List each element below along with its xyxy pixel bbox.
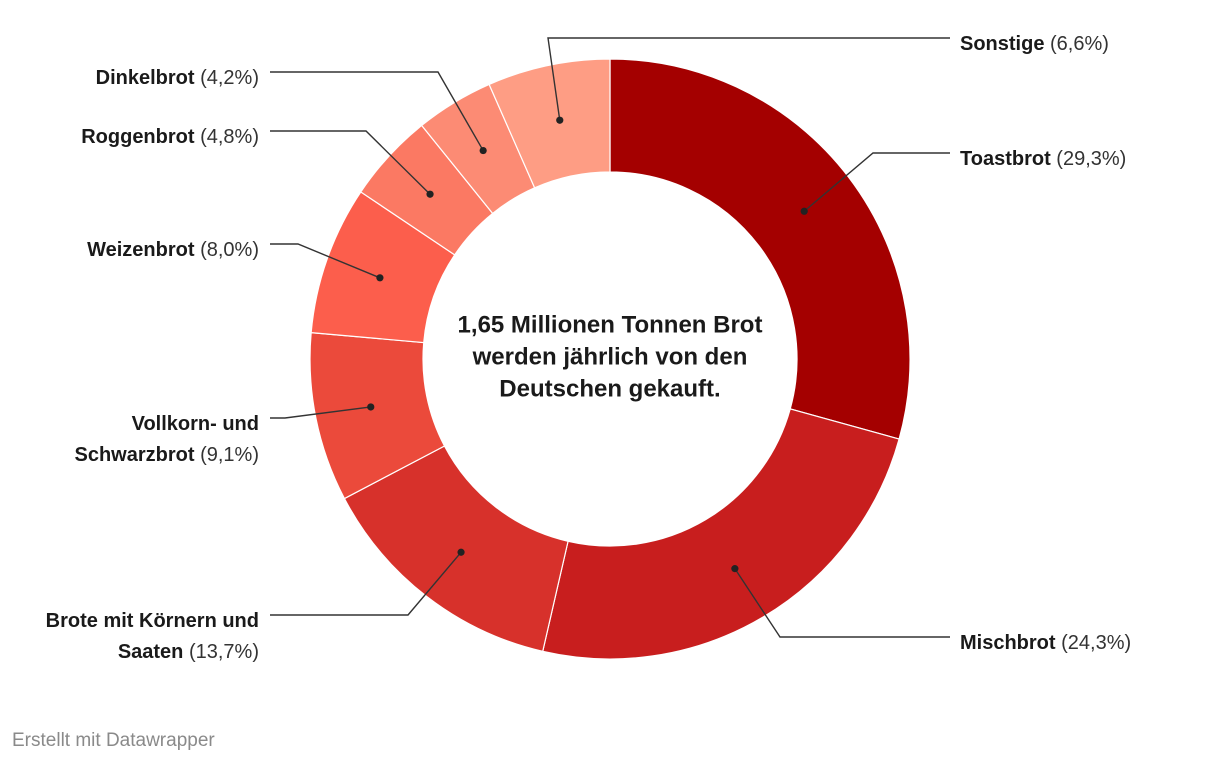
leader-dot-mischbrot (731, 565, 739, 573)
label-name: Weizenbrot (87, 239, 195, 261)
label-name: Mischbrot (960, 632, 1056, 654)
slice-mischbrot (541, 408, 900, 660)
label-brote-mit-kornern-und-saaten-line-1: Brote mit Körnern und (46, 610, 259, 632)
leader-dot-sonstige (556, 116, 564, 124)
leader-dinkelbrot (270, 71, 484, 151)
label-name: Schwarzbrot (75, 444, 195, 466)
leader-roggenbrot (270, 130, 431, 195)
label-value: (29,3%) (1051, 148, 1127, 170)
center-text-line-2: werden jährlich von den (472, 343, 748, 370)
center-text-line-3: Deutschen gekauft. (499, 375, 720, 402)
leader-weizenbrot (270, 243, 381, 279)
slice-sonstige (488, 58, 611, 189)
label-name: Saaten (118, 641, 184, 663)
label-value: (8,0%) (195, 239, 259, 261)
label-vollkorn-und-schwarzbrot-line-2: Schwarzbrot (9,1%) (75, 444, 260, 466)
slice-toastbrot (609, 58, 911, 440)
label-dinkelbrot: Dinkelbrot (4,2%) (96, 67, 259, 89)
label-brote-mit-kornern-und-saaten-line-2: Saaten (13,7%) (118, 641, 259, 663)
leader-sonstige (547, 37, 950, 121)
leader-brote-mit-kornern-und-saaten (270, 551, 462, 616)
label-name: Dinkelbrot (96, 67, 195, 89)
label-name: Brote mit Körnern und (46, 610, 259, 632)
leader-dot-brote-mit-kornern-und-saaten (457, 548, 465, 556)
label-value: (24,3%) (1056, 632, 1132, 654)
label-value: (4,8%) (195, 126, 259, 148)
leader-dot-toastbrot (800, 207, 808, 215)
label-mischbrot: Mischbrot (24,3%) (960, 632, 1131, 654)
label-name: Roggenbrot (81, 126, 195, 148)
leader-dot-vollkorn-und-schwarzbrot (367, 403, 375, 411)
leader-toastbrot (803, 152, 950, 212)
label-value: (13,7%) (183, 641, 259, 663)
slice-labels: Toastbrot (29,3%) Mischbrot (24,3%) Brote … (46, 33, 1132, 663)
label-weizenbrot: Weizenbrot (8,0%) (87, 239, 259, 261)
label-value: (4,2%) (195, 67, 259, 89)
label-name: Toastbrot (960, 148, 1051, 170)
center-text-line-1: 1,65 Millionen Tonnen Brot (458, 311, 763, 338)
label-roggenbrot: Roggenbrot (4,8%) (81, 126, 259, 148)
leader-dot-weizenbrot (376, 274, 384, 282)
leader-dot-dinkelbrot (479, 146, 487, 155)
leader-vollkorn-und-schwarzbrot (270, 406, 371, 419)
label-toastbrot: Toastbrot (29,3%) (960, 148, 1126, 170)
label-value: (9,1%) (195, 444, 259, 466)
label-value: (6,6%) (1044, 33, 1108, 55)
label-name: Sonstige (960, 33, 1044, 55)
leader-dot-roggenbrot (426, 190, 434, 198)
center-text: 1,65 Millionen Tonnen Brot werden jährlic… (458, 311, 763, 402)
credit-text: Erstellt mit Datawrapper (12, 730, 215, 751)
leader-lines (270, 37, 950, 638)
label-vollkorn-und-schwarzbrot-line-1: Vollkorn- und (132, 413, 259, 435)
leader-mischbrot (734, 568, 950, 638)
label-sonstige: Sonstige (6,6%) (960, 33, 1109, 55)
label-name: Vollkorn- und (132, 413, 259, 435)
